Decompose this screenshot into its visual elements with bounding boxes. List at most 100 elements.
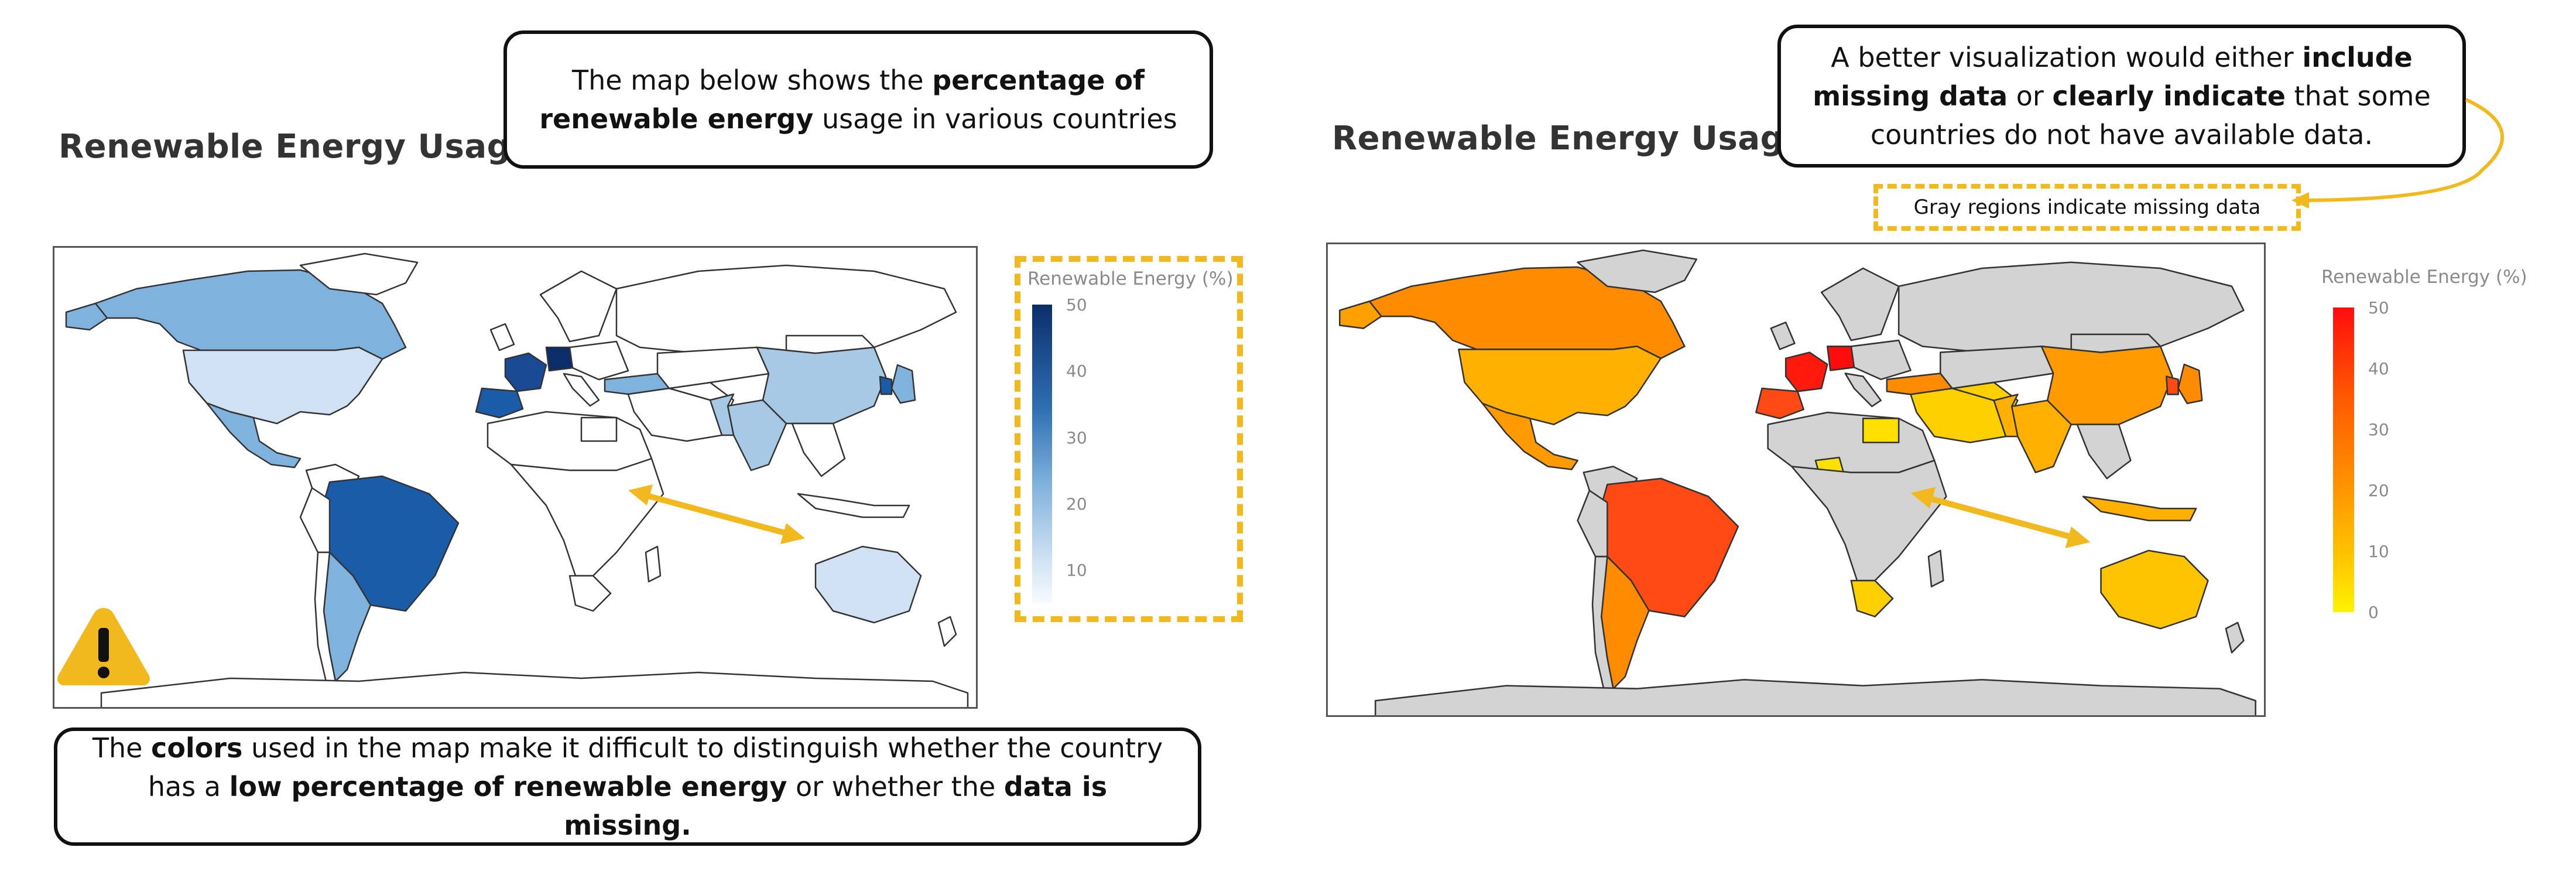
country-italy bbox=[1844, 373, 1882, 408]
left-map-title: Renewable Energy Usage bbox=[59, 128, 533, 166]
country-egypt bbox=[1862, 418, 1900, 443]
legend-tick-label: 40 bbox=[1066, 361, 1087, 381]
country-italy bbox=[563, 373, 600, 407]
callout-bold-text: include missing data bbox=[1813, 42, 2413, 112]
left-bottom-callout-text: The colors used in the map make it diffi… bbox=[81, 729, 1174, 845]
left-map-svg bbox=[65, 252, 969, 707]
legend-tick-label: 50 bbox=[1066, 295, 1087, 315]
legend-tick-label: 10 bbox=[1066, 561, 1087, 580]
country-alaska bbox=[1339, 300, 1382, 329]
country-korea bbox=[879, 375, 893, 395]
country-antarctica bbox=[1374, 679, 2256, 715]
country-uk bbox=[489, 323, 515, 351]
callout-text: or bbox=[2008, 80, 2053, 112]
legend-tick-label: 30 bbox=[1066, 428, 1087, 448]
country-antarctica bbox=[100, 671, 969, 707]
double-arrow bbox=[628, 484, 805, 544]
country-france bbox=[504, 352, 547, 392]
country-japan bbox=[2177, 363, 2203, 404]
legend-tick-label: 20 bbox=[1066, 494, 1087, 514]
country-mongolia bbox=[785, 334, 875, 354]
callout-text: usage in various countries bbox=[813, 103, 1177, 135]
country-scandinavia bbox=[539, 270, 618, 343]
right-legend: Renewable Energy (%) 50 40 30 20 10 0 bbox=[2321, 267, 2544, 622]
country-indonesia bbox=[2082, 496, 2197, 521]
connector-arrow bbox=[2291, 98, 2505, 209]
country-south-africa bbox=[568, 575, 612, 612]
missing-data-note-box: Gray regions indicate missing data bbox=[1873, 184, 2301, 231]
country-spain bbox=[1755, 387, 1804, 419]
legend-tick-label: 30 bbox=[2368, 420, 2389, 439]
country-kazakhstan bbox=[1940, 346, 2054, 390]
country-uk bbox=[1770, 322, 1796, 350]
left-legend-highlight bbox=[1015, 256, 1243, 622]
country-greenland bbox=[1577, 249, 1698, 293]
right-map-svg bbox=[1339, 249, 2256, 715]
country-indonesia bbox=[797, 493, 910, 518]
left-world-map bbox=[53, 246, 978, 709]
country-mexico bbox=[205, 402, 302, 469]
right-legend-title: Renewable Energy (%) bbox=[2321, 267, 2527, 288]
callout-bold-text: colors bbox=[151, 732, 243, 764]
left-bottom-callout: The colors used in the map make it diffi… bbox=[54, 727, 1201, 846]
country-new-zealand bbox=[2225, 621, 2245, 654]
country-korea bbox=[2166, 375, 2179, 395]
left-legend-colorbar bbox=[1032, 305, 1052, 603]
country-alaska bbox=[65, 302, 108, 331]
country-russia bbox=[615, 264, 957, 354]
country-australia bbox=[814, 545, 922, 624]
country-germany bbox=[1827, 346, 1855, 371]
warning-icon bbox=[54, 603, 153, 691]
country-eastern-europe bbox=[568, 340, 629, 381]
legend-tick-label: 40 bbox=[2368, 359, 2389, 378]
country-peru bbox=[299, 487, 331, 554]
country-africa-central bbox=[1791, 459, 1947, 582]
country-africa-north bbox=[1767, 411, 1936, 473]
country-japan bbox=[890, 364, 916, 404]
callout-text: used in the map make it difficult to dis… bbox=[148, 732, 1163, 802]
country-africa-central bbox=[510, 457, 664, 577]
country-china bbox=[756, 346, 887, 425]
callout-bold-text: clearly indicate bbox=[2052, 80, 2286, 112]
country-kazakhstan bbox=[656, 346, 770, 390]
callout-text: The map below shows the bbox=[571, 64, 933, 96]
right-top-callout: A better visualization would either incl… bbox=[1777, 25, 2466, 168]
legend-tick-label: 0 bbox=[2368, 603, 2379, 622]
country-new-zealand bbox=[937, 616, 957, 647]
country-mexico bbox=[1481, 402, 1578, 470]
callout-text: A better visualization would either bbox=[1831, 42, 2303, 73]
callout-text: that some countries do not have availabl… bbox=[1870, 80, 2431, 151]
country-madagascar bbox=[1927, 549, 1944, 588]
country-southeast-asia bbox=[791, 422, 846, 477]
left-top-callout: The map below shows the percentage of re… bbox=[503, 30, 1213, 169]
callout-text: or whether the bbox=[787, 771, 1004, 802]
legend-tick-label: 10 bbox=[2368, 542, 2389, 561]
country-greenland bbox=[299, 252, 419, 296]
country-pakistan bbox=[709, 393, 735, 436]
country-pakistan bbox=[1993, 394, 2019, 438]
country-spain bbox=[475, 387, 524, 419]
country-russia bbox=[1897, 261, 2245, 353]
right-map-title: Renewable Energy Usage bbox=[1332, 119, 1807, 158]
left-legend-ticks: 50 40 30 20 10 bbox=[1066, 295, 1125, 603]
country-africa-north bbox=[487, 411, 653, 472]
country-germany bbox=[545, 346, 574, 372]
country-southeast-asia bbox=[2076, 423, 2132, 480]
country-peru bbox=[1577, 490, 1608, 558]
left-legend-title: Renewable Energy (%) bbox=[1027, 268, 1234, 289]
legend-tick-label: 20 bbox=[2368, 481, 2389, 500]
callout-bold-text: percentage of renewable energy bbox=[539, 64, 1145, 135]
country-eastern-europe bbox=[1850, 339, 1912, 380]
country-china bbox=[2040, 346, 2173, 425]
country-mongolia bbox=[2070, 333, 2161, 353]
callout-bold-text: low percentage of renewable energy bbox=[229, 771, 787, 802]
country-france bbox=[1784, 351, 1828, 392]
right-legend-ticks: 50 40 30 20 10 0 bbox=[2368, 298, 2427, 622]
callout-bold-text: data is missing. bbox=[564, 771, 1108, 841]
country-madagascar bbox=[645, 545, 662, 583]
missing-data-note: Gray regions indicate missing data bbox=[1913, 196, 2261, 219]
country-australia bbox=[2100, 549, 2209, 630]
left-legend: Renewable Energy (%) 50 40 30 20 10 bbox=[1027, 268, 1238, 614]
left-top-callout-text: The map below shows the percentage of re… bbox=[530, 61, 1186, 138]
double-arrow bbox=[1910, 487, 2091, 548]
